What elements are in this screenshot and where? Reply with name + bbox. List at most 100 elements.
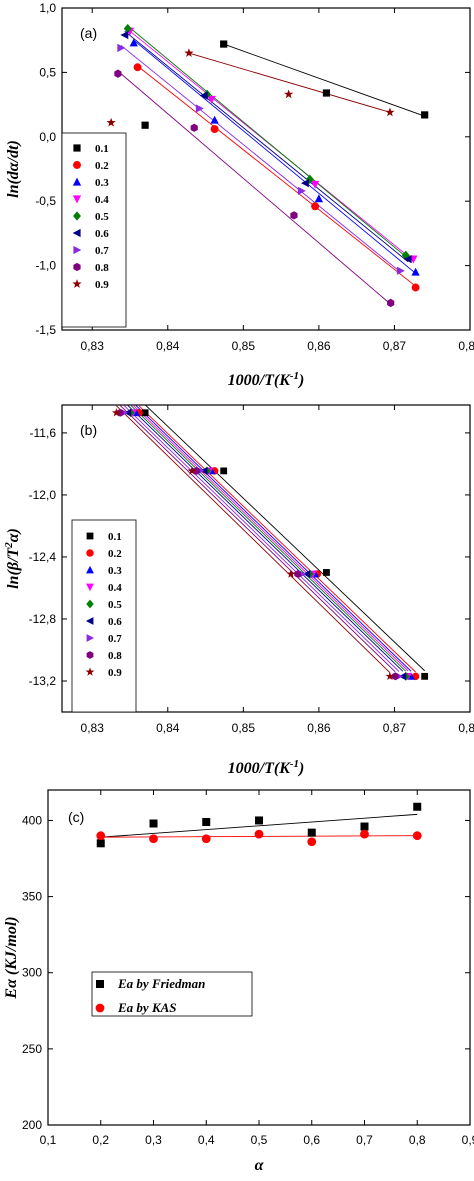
y-tick-label: 0,5 xyxy=(39,65,56,79)
data-point-s1-6 xyxy=(412,831,422,841)
data-point-s0-1 xyxy=(220,467,228,475)
data-point-s1-0 xyxy=(133,63,142,72)
legend-label-6: 0.7 xyxy=(95,245,109,257)
data-point-s0-0 xyxy=(141,409,149,417)
legend-label-7: 0.8 xyxy=(108,650,122,662)
fit-line-6 xyxy=(123,405,400,672)
legend-marker-1 xyxy=(86,549,94,557)
fit-line-8 xyxy=(116,405,391,673)
data-point-s8-2 xyxy=(284,89,294,99)
fit-line-3 xyxy=(132,404,409,672)
x-tick-label: 0,87 xyxy=(383,339,407,353)
data-point-s8-1 xyxy=(187,466,197,475)
data-point-s0-2 xyxy=(202,817,211,826)
y-tick-label: -0,5 xyxy=(35,194,56,208)
data-point-s2-2 xyxy=(314,194,324,203)
legend-label-0: Ea by Friedman xyxy=(117,976,205,991)
x-tick-label: 0,9 xyxy=(462,1133,474,1147)
legend-marker-6 xyxy=(86,634,95,642)
data-point-s8-0 xyxy=(112,408,121,417)
panel-label: (a) xyxy=(80,25,97,41)
data-point-s0-4 xyxy=(307,828,316,837)
x-tick-label: 0,7 xyxy=(356,1133,373,1147)
data-point-s0-0 xyxy=(96,839,105,848)
fit-line-2 xyxy=(133,39,416,274)
y-tick-label: -13,2 xyxy=(29,674,57,688)
data-point-s0-6 xyxy=(413,802,422,811)
fit-line-0 xyxy=(100,813,418,838)
legend-marker-8 xyxy=(72,279,82,288)
fit-line-2 xyxy=(135,405,412,672)
x-tick-label: 0,5 xyxy=(251,1133,268,1147)
legend-label-4: 0.5 xyxy=(108,599,122,611)
y-tick-label: 1,0 xyxy=(39,1,56,15)
legend-marker-8 xyxy=(85,667,95,676)
fit-line-1 xyxy=(138,405,416,673)
data-point-s8-1 xyxy=(184,48,194,58)
data-point-s0-1 xyxy=(220,40,228,48)
data-point-s0-5 xyxy=(360,822,369,831)
data-point-s1-3 xyxy=(254,829,264,839)
legend-marker-0 xyxy=(86,532,94,540)
fit-line-4 xyxy=(130,404,407,672)
y-tick-label: -12,8 xyxy=(29,612,57,626)
panel-label: (b) xyxy=(80,422,97,438)
data-point-s7-3 xyxy=(387,298,395,308)
data-point-s4-0 xyxy=(123,23,132,34)
plot-frame xyxy=(61,404,471,713)
y-tick-label: 0,0 xyxy=(39,130,56,144)
legend-marker-0 xyxy=(73,144,81,152)
legend-label-1: 0.2 xyxy=(108,548,122,560)
legend-marker-6 xyxy=(73,245,82,255)
y-tick-label: 250 xyxy=(22,1042,42,1056)
data-point-s1-3 xyxy=(411,283,420,292)
y-axis-title: ln(dα/dt) xyxy=(5,140,22,198)
legend-marker-2 xyxy=(72,177,82,186)
x-tick-label: 0,83 xyxy=(81,339,105,353)
legend-marker-7 xyxy=(73,262,81,272)
legend-label-8: 0.9 xyxy=(95,279,109,291)
data-point-s8-0 xyxy=(106,117,116,127)
legend-marker-1 xyxy=(95,1003,105,1013)
legend-marker-0 xyxy=(96,980,104,988)
data-point-s2-0 xyxy=(129,38,138,47)
legend-marker-3 xyxy=(86,583,94,592)
legend-marker-5 xyxy=(72,228,81,238)
data-point-s1-0 xyxy=(96,831,106,841)
panel-label: (c) xyxy=(68,809,84,825)
y-tick-label: 300 xyxy=(22,966,42,980)
data-point-s8-3 xyxy=(385,107,395,117)
y-tick-label: 350 xyxy=(22,890,42,904)
x-tick-label: 0,84 xyxy=(156,721,180,735)
y-tick-label: -1,5 xyxy=(35,323,56,337)
data-point-s0-2 xyxy=(322,89,331,97)
data-point-s1-1 xyxy=(149,834,158,844)
x-axis-title: 1000/T(K-1) xyxy=(228,758,305,777)
legend-label-6: 0.7 xyxy=(108,633,122,645)
data-point-s6-1 xyxy=(195,104,204,113)
x-tick-label: 0,4 xyxy=(198,1133,215,1147)
x-tick-label: 0,85 xyxy=(232,721,256,735)
legend-label-5: 0.6 xyxy=(95,228,109,240)
legend-label-2: 0.3 xyxy=(95,177,109,189)
legend-marker-2 xyxy=(86,565,94,574)
data-point-s0-1 xyxy=(149,819,158,828)
y-tick-label: -12,4 xyxy=(29,550,57,564)
data-point-s1-4 xyxy=(307,837,317,847)
x-tick-label: 0,88 xyxy=(458,339,474,353)
fit-line-6 xyxy=(120,45,401,273)
data-point-s2-3 xyxy=(411,267,420,276)
x-tick-label: 0,86 xyxy=(307,339,331,353)
data-point-s2-1 xyxy=(210,115,219,124)
data-point-s6-2 xyxy=(297,186,306,196)
legend-marker-1 xyxy=(73,161,81,169)
fit-line-7 xyxy=(117,70,391,305)
data-point-s7-2 xyxy=(294,570,302,578)
legend-box xyxy=(71,519,137,713)
x-axis-title: α xyxy=(255,1157,265,1174)
data-point-s1-2 xyxy=(311,202,320,211)
data-point-s0-3 xyxy=(421,672,429,680)
legend-label-8: 0.9 xyxy=(108,667,122,679)
legend-label-7: 0.8 xyxy=(95,262,109,274)
fit-line-7 xyxy=(119,405,396,673)
